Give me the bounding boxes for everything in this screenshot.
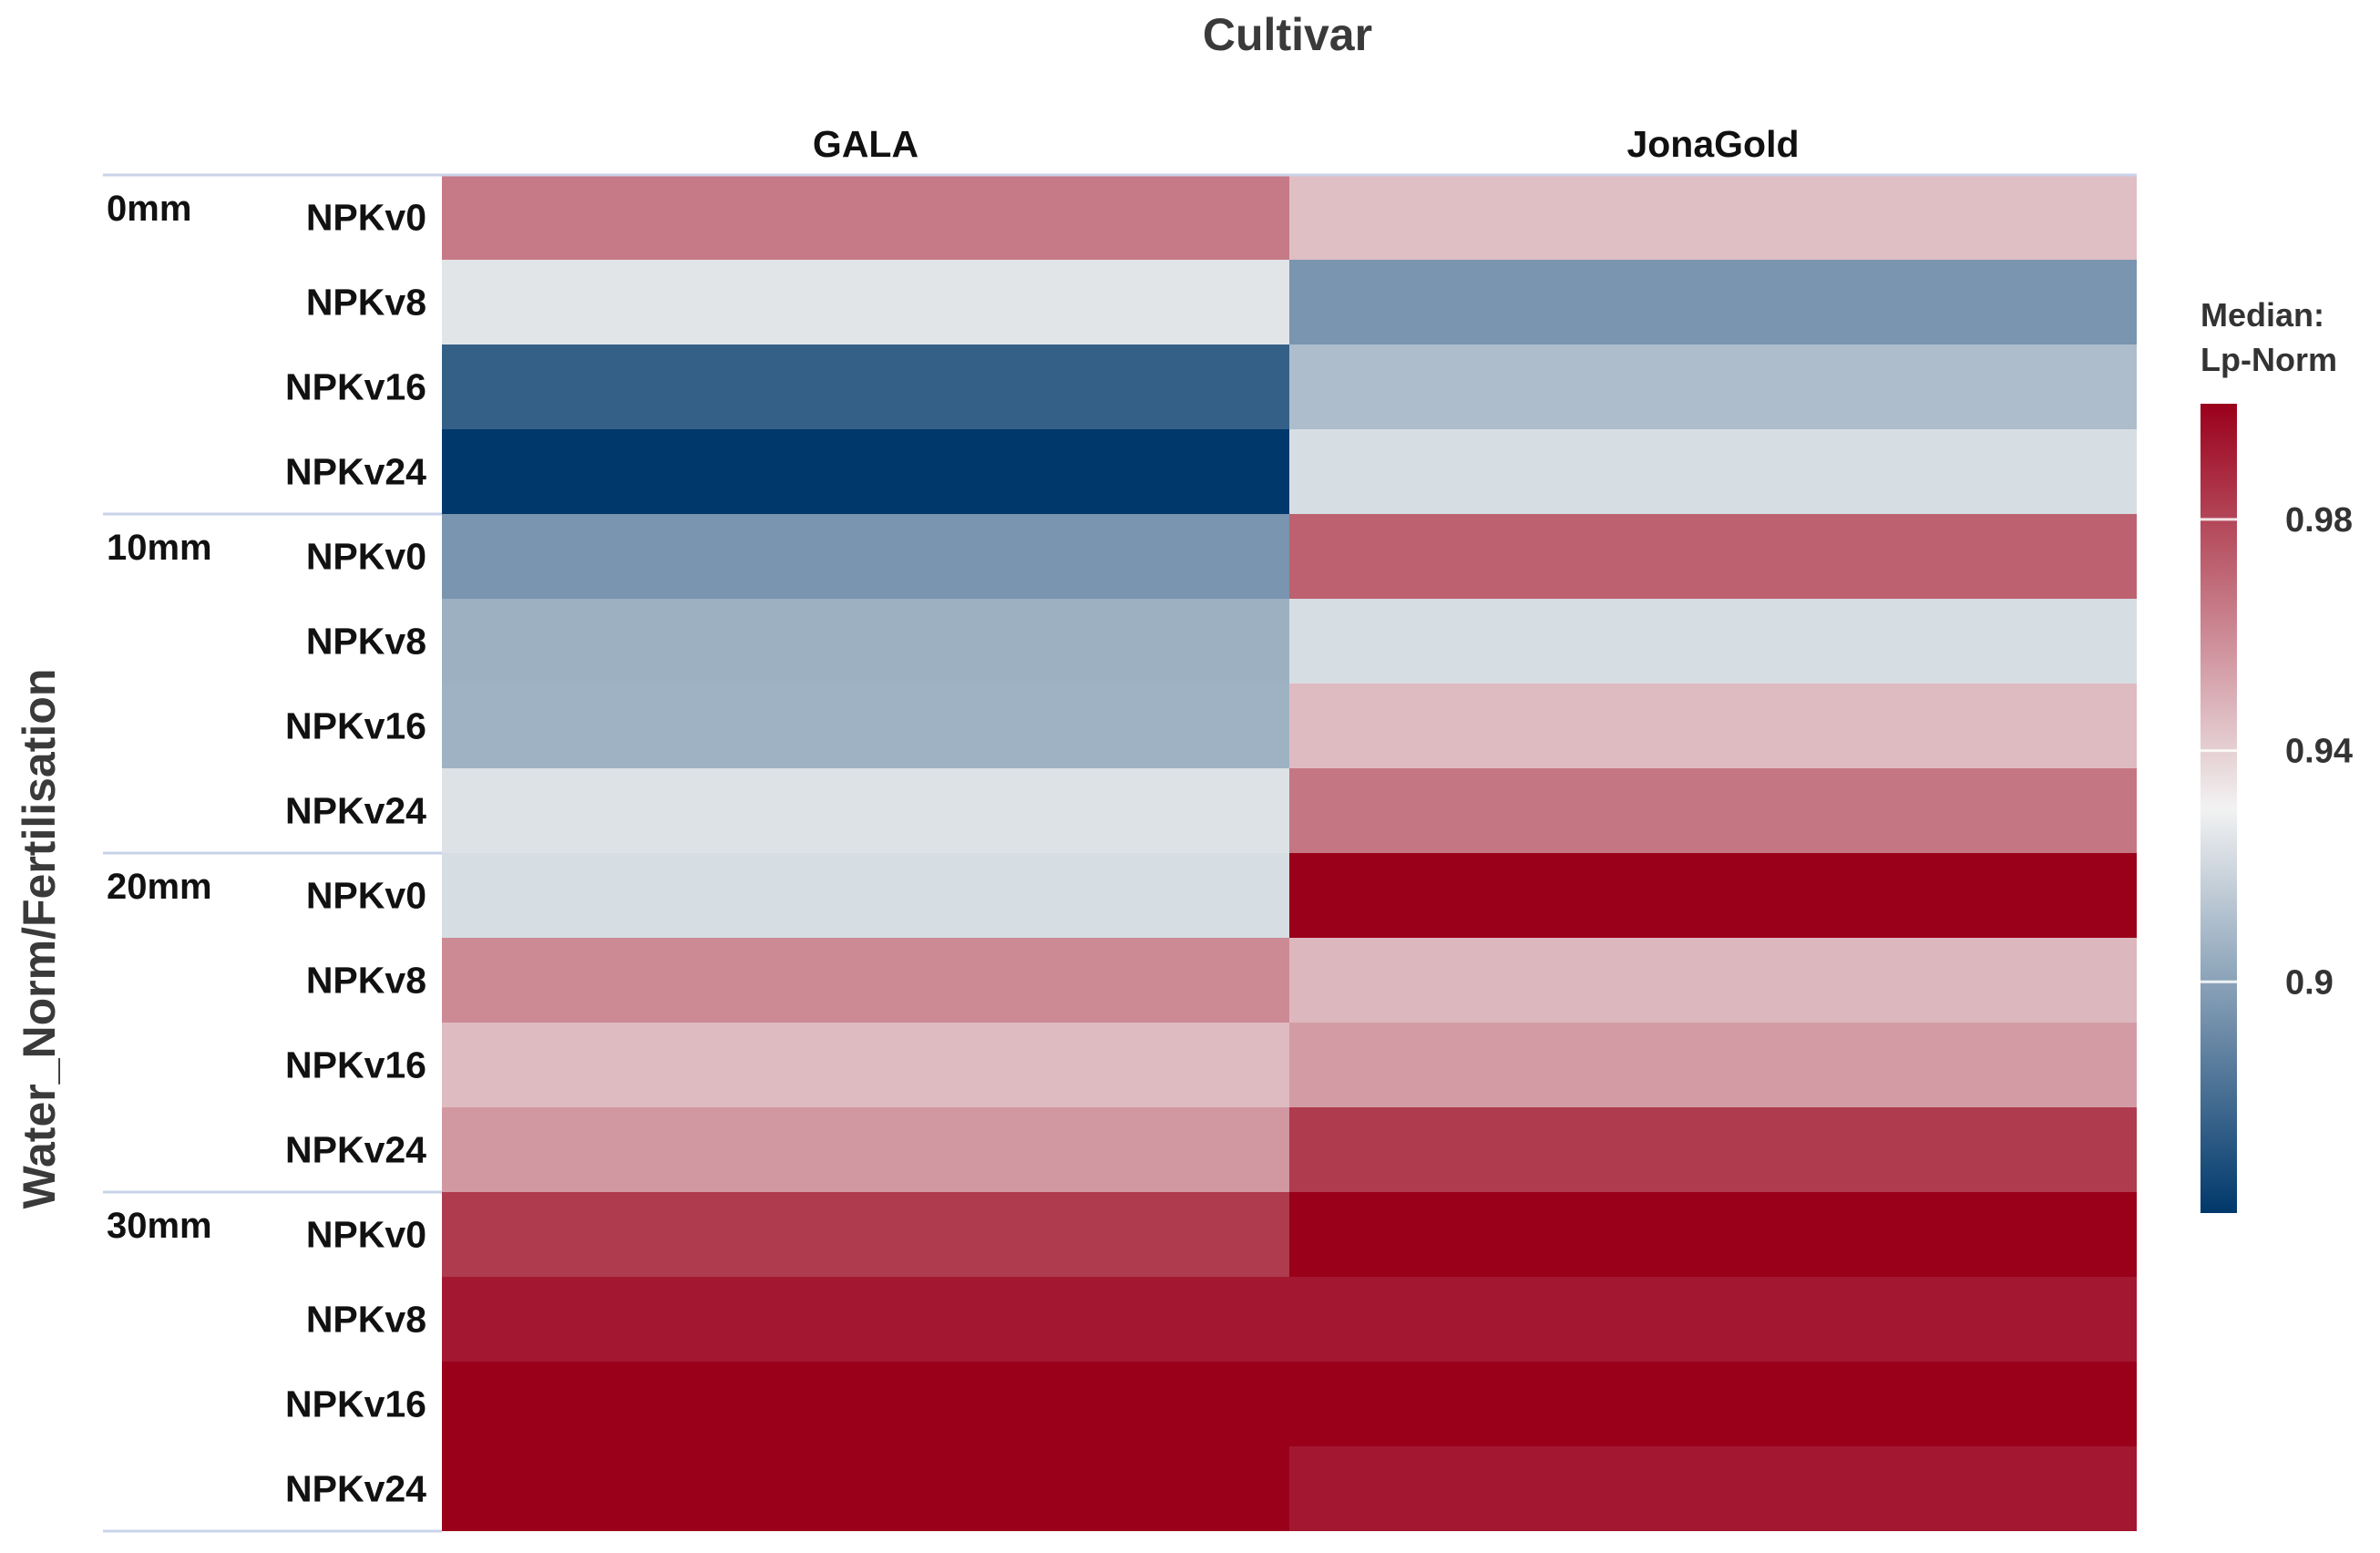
heatmap-cell [1289,853,2137,938]
legend-tick-label: 0.94 [2285,733,2353,771]
heatmap-cell [442,853,1289,938]
row-label: NPKv0 [306,197,426,239]
heatmap-cell [442,1446,1289,1531]
heatmap-cell [442,1362,1289,1446]
heatmap-cell [1289,514,2137,599]
group-label: 30mm [107,1206,212,1246]
row-label: NPKv0 [306,1214,426,1256]
row-label: NPKv24 [285,451,426,493]
heatmap-cell [442,1107,1289,1192]
row-label: NPKv24 [285,790,426,832]
group-label: 0mm [107,189,191,229]
heatmap-cell [442,345,1289,429]
legend-ticks: 0.98 0.94 0.9 [2200,501,2353,1002]
heatmap-cell [442,429,1289,514]
legend-title-line2: Lp-Norm [2200,341,2337,378]
heatmap-cell [442,684,1289,768]
legend-title-line1: Median: [2200,296,2324,334]
heatmap-cell [1289,1277,2137,1362]
row-label: NPKv16 [285,1383,426,1425]
heatmap-cell [1289,175,2137,260]
legend-color-bar [2200,404,2237,1213]
heatmap-cell [1289,599,2137,684]
row-label: NPKv0 [306,536,426,578]
heatmap-cell [1289,1023,2137,1107]
group-label: 20mm [107,867,212,907]
row-label: NPKv8 [306,282,426,324]
group-label: 10mm [107,528,212,568]
heatmap-cell [442,175,1289,260]
legend-tick-label: 0.98 [2285,501,2353,540]
row-label: NPKv0 [306,875,426,917]
heatmap-cell [442,768,1289,853]
column-label: JonaGold [1626,123,1799,165]
heatmap-cell [1289,260,2137,345]
row-label: NPKv16 [285,366,426,408]
y-axis-title: Water_Norm/Fertilisation [14,669,65,1209]
heatmap-cell [1289,768,2137,853]
column-label: GALA [813,123,918,165]
legend-tick-label: 0.9 [2285,963,2334,1002]
heatmap-cell [1289,1107,2137,1192]
heatmap-cell [442,1277,1289,1362]
row-label: NPKv8 [306,1299,426,1341]
group-labels: 0mm 10mm 20mm 30mm [107,189,212,1246]
heatmap-cell [1289,938,2137,1023]
heatmap-cell [442,938,1289,1023]
heatmap-cell [1289,1446,2137,1531]
row-label: NPKv8 [306,621,426,663]
column-labels: GALA JonaGold [813,123,1800,165]
chart-title: Cultivar [1203,9,1372,60]
heatmap-cell [442,1023,1289,1107]
heatmap-cells [442,175,2137,1531]
group-dividers [103,173,2137,1533]
color-legend: Median: Lp-Norm 0.98 0.94 0.9 [2200,296,2353,1213]
heatmap-cell [442,599,1289,684]
row-label: NPKv24 [285,1129,426,1171]
heatmap-cell [1289,345,2137,429]
row-labels: NPKv0 NPKv8 NPKv16 NPKv24 NPKv0 NPKv8 NPKv16 NP… [285,197,426,1510]
row-label: NPKv16 [285,1044,426,1086]
heatmap-cell [442,1192,1289,1277]
heatmap-cell [1289,1192,2137,1277]
heatmap-cell [442,260,1289,345]
row-label: NPKv24 [285,1468,426,1510]
heatmap-cell [442,514,1289,599]
row-label: NPKv8 [306,960,426,1002]
heatmap-cell [1289,1362,2137,1446]
heatmap-cell [1289,429,2137,514]
row-label: NPKv16 [285,705,426,747]
heatmap-cell [1289,684,2137,768]
